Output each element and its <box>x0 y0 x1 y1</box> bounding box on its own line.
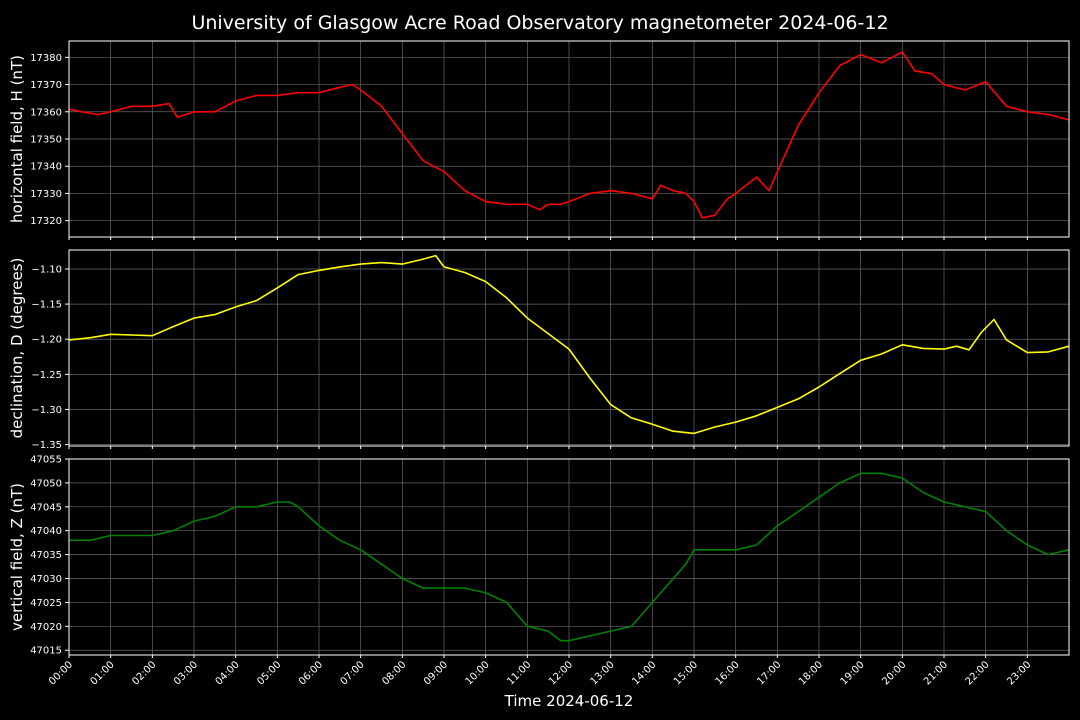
panel-frame-d <box>68 249 1070 447</box>
y-axis-label-z: vertical field, Z (nT) <box>8 483 26 631</box>
panel-d: −1.10 −1.15 −1.20 −1.25 −1.30 −1.35 declinatio… <box>8 249 1070 451</box>
y-tick-label-h: 17360 <box>30 107 62 118</box>
y-tick-label-d: −1.10 <box>31 264 62 275</box>
y-tick-label-d: −1.30 <box>31 405 62 416</box>
y-tick-label-z: 47025 <box>30 598 62 609</box>
y-tick-label-h: 17380 <box>30 53 62 64</box>
y-tick-label-z: 47055 <box>30 455 62 466</box>
x-axis-label: Time 2024-06-12 <box>504 692 634 710</box>
y-tick-label-h: 17370 <box>30 80 62 91</box>
panel-h: 17320 17330 17340 17350 17360 17370 17380 horiz… <box>8 40 1070 240</box>
y-tick-label-z: 47020 <box>30 622 62 633</box>
y-tick-label-h: 17350 <box>30 135 62 146</box>
y-tick-label-z: 47050 <box>30 478 62 489</box>
panel-frame-z <box>68 458 1070 656</box>
y-tick-label-h: 17330 <box>30 189 62 200</box>
y-axis-label-h: horizontal field, H (nT) <box>8 55 26 223</box>
y-tick-label-z: 47030 <box>30 574 62 585</box>
y-tick-label-z: 47040 <box>30 526 62 537</box>
y-tick-label-d: −1.35 <box>31 440 62 451</box>
y-axis-label-d: declination, D (degrees) <box>8 258 26 439</box>
y-tick-label-d: −1.20 <box>31 335 62 346</box>
y-tick-label-h: 17320 <box>30 216 62 227</box>
y-tick-label-d: −1.25 <box>31 370 62 381</box>
y-tick-label-z: 47015 <box>30 646 62 657</box>
panel-z: 47015 47020 47025 47030 47035 47040 47045 47050… <box>8 455 1070 658</box>
series-line-z <box>69 472 1070 642</box>
panel-frame-h <box>68 40 1070 238</box>
series-line-d <box>68 254 1070 435</box>
y-tick-label-z: 47035 <box>30 550 62 561</box>
panels: 17320 17330 17340 17350 17360 17370 17380 horiz… <box>8 40 1070 658</box>
y-tick-label-z: 47045 <box>30 502 62 513</box>
series-line-h <box>68 51 1070 219</box>
y-tick-label-h: 17340 <box>30 162 62 173</box>
chart-title: University of Glasgow Acre Road Observat… <box>191 12 888 34</box>
y-tick-label-d: −1.15 <box>31 300 62 311</box>
